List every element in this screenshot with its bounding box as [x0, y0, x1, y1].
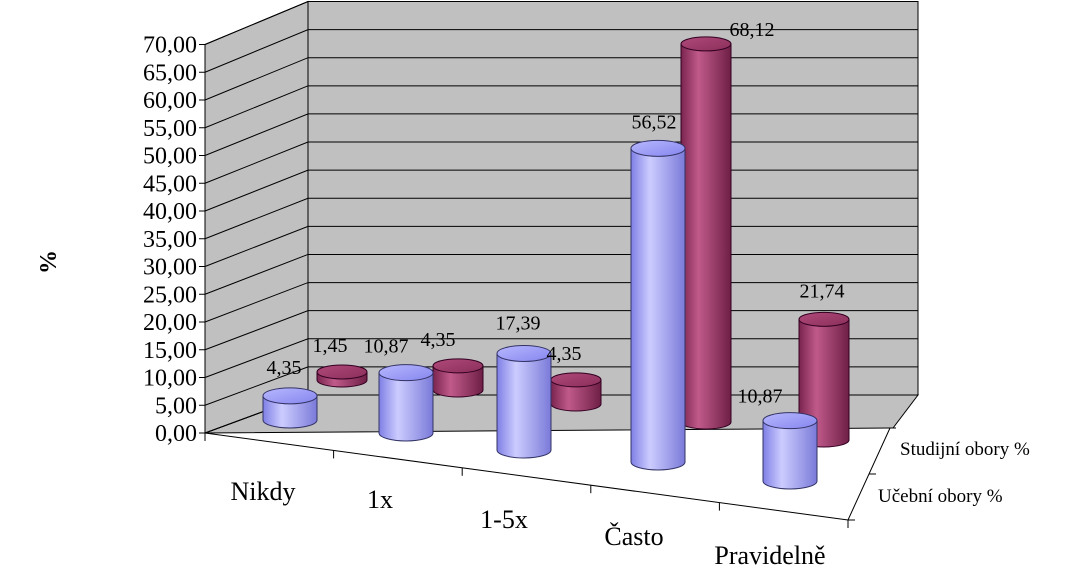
axes: 0,005,0010,0015,0020,0025,0030,0035,0040…: [143, 33, 1030, 569]
data-label: 10,87: [738, 386, 783, 408]
bar-top: [378, 364, 434, 382]
bar: [550, 372, 602, 412]
bar-top: [680, 36, 732, 52]
bar-top: [496, 344, 552, 362]
y-tick-label: 35,00: [143, 227, 197, 253]
bar-body: [550, 379, 602, 412]
bar: [378, 364, 434, 442]
data-label: 17,39: [496, 312, 541, 334]
x-category-label: Nikdy: [231, 477, 296, 506]
y-tick-label: 30,00: [143, 255, 197, 281]
bar-top: [630, 139, 686, 157]
bar-top: [262, 387, 318, 405]
y-tick-label: 40,00: [143, 199, 197, 225]
data-label: 10,87: [364, 336, 409, 358]
x-category-label: Pravidelně: [714, 541, 825, 569]
bar: [262, 387, 318, 429]
data-label: 1,45: [313, 335, 348, 357]
gridline: [204, 0, 918, 45]
bar: [316, 364, 368, 388]
bar-top: [432, 358, 484, 374]
bar: [798, 311, 850, 448]
bar-body: [762, 420, 818, 490]
bar-top: [762, 412, 818, 430]
y-axis-title: %: [36, 250, 62, 274]
bar: [432, 358, 484, 398]
bar: [496, 344, 552, 459]
bar-top: [316, 364, 368, 380]
series-label: Učební obory %: [878, 486, 1003, 507]
y-tick-label: 50,00: [143, 144, 197, 170]
y-tick-label: 65,00: [143, 60, 197, 86]
gridline: [204, 29, 918, 73]
data-label: 21,74: [800, 280, 845, 302]
bar-top: [798, 311, 850, 327]
y-tick-label: 20,00: [143, 310, 197, 336]
bar-body: [630, 147, 686, 471]
data-label: 68,12: [730, 19, 775, 41]
bar-top: [550, 372, 602, 388]
bar: [680, 36, 732, 430]
data-label: 4,35: [547, 343, 582, 365]
bar: [630, 139, 686, 471]
y-tick-label: 45,00: [143, 171, 197, 197]
x-category-label: Často: [604, 522, 663, 551]
x-category-label: 1x: [367, 485, 393, 514]
data-label: 4,35: [421, 329, 456, 351]
x-axis-line: [204, 432, 849, 521]
y-tick-label: 55,00: [143, 116, 197, 142]
x-category-label: 1-5x: [480, 505, 528, 534]
bar-body: [432, 365, 484, 398]
series-label: Studijní obory %: [900, 439, 1030, 460]
bar-body: [496, 352, 552, 459]
data-labels: 1,45 4,35 4,35 68,12 21,74 4,35 10,87 17,39 56,5…: [267, 19, 845, 408]
data-label: 56,52: [632, 111, 677, 133]
y-tick-label: 25,00: [143, 282, 197, 308]
y-tick-label: 15,00: [143, 338, 197, 364]
data-label: 4,35: [267, 357, 302, 379]
bar-body: [378, 372, 434, 442]
y-tick-label: 0,00: [155, 421, 197, 447]
bar-body: [680, 43, 732, 430]
bars: [262, 36, 850, 490]
y-tick-label: 70,00: [143, 33, 197, 59]
bar: [762, 412, 818, 490]
bar-body: [262, 395, 318, 429]
y-tick-label: 5,00: [155, 393, 197, 419]
y-tick-label: 10,00: [143, 366, 197, 392]
y-tick-label: 60,00: [143, 88, 197, 114]
